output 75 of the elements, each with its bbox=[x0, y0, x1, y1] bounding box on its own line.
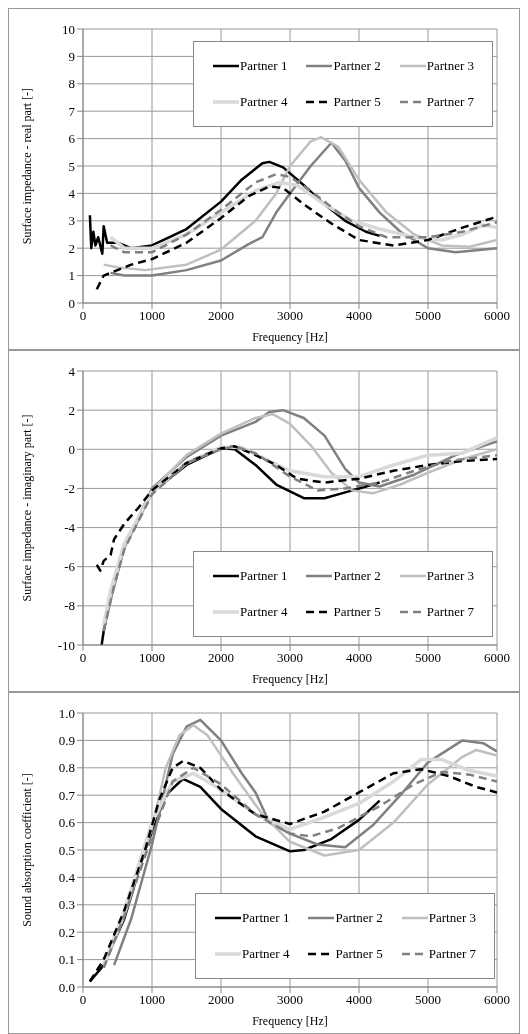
x-tick-label: 3000 bbox=[277, 308, 303, 324]
y-tick-label: 0.2 bbox=[58, 924, 75, 940]
x-axis-title: Frequency [Hz] bbox=[252, 672, 328, 686]
legend-label: Partner 7 bbox=[426, 94, 474, 110]
x-tick-label: 3000 bbox=[277, 992, 303, 1008]
legend-label: Partner 2 bbox=[335, 910, 383, 926]
x-tick-label: 4000 bbox=[346, 308, 372, 324]
x-tick-label: 5000 bbox=[415, 650, 441, 666]
x-tick-label: 0 bbox=[79, 650, 87, 666]
x-tick-label: 6000 bbox=[484, 308, 510, 324]
legend-label: Partner 3 bbox=[428, 910, 476, 926]
y-tick-label: 0.0 bbox=[58, 979, 75, 995]
legend-label: Partner 1 bbox=[242, 910, 290, 926]
legend-label: Partner 1 bbox=[240, 58, 288, 74]
y-tick-label: 0 bbox=[68, 441, 75, 457]
legend-label: Partner 5 bbox=[333, 94, 381, 110]
legend-label: Partner 2 bbox=[333, 58, 381, 74]
x-tick-label: 2000 bbox=[208, 992, 234, 1008]
y-tick-label: -2 bbox=[64, 481, 75, 497]
x-tick-label: 4000 bbox=[346, 650, 372, 666]
legend-label: Partner 3 bbox=[426, 58, 474, 74]
y-tick-label: 0.8 bbox=[58, 760, 75, 776]
y-tick-label: 0.6 bbox=[58, 815, 76, 831]
y-tick-label: 9 bbox=[68, 49, 75, 65]
y-tick-label: 0.4 bbox=[58, 870, 76, 886]
y-axis-title: Surface impedance - imaginary part [-] bbox=[20, 414, 35, 602]
x-tick-label: 3000 bbox=[277, 650, 303, 666]
y-tick-label: 0.1 bbox=[58, 952, 75, 968]
y-axis-title: Surface impedance - real part [-] bbox=[20, 87, 35, 245]
x-tick-label: 4000 bbox=[346, 992, 372, 1008]
x-tick-label: 5000 bbox=[415, 308, 441, 324]
y-tick-label: 1 bbox=[68, 268, 75, 284]
x-tick-label: 0 bbox=[79, 308, 87, 324]
y-tick-label: 7 bbox=[68, 103, 76, 119]
y-tick-label: 1.0 bbox=[58, 705, 75, 721]
y-tick-label: 0.3 bbox=[58, 897, 75, 913]
y-axis-title: Sound absorption coefficient [-] bbox=[20, 773, 35, 927]
y-tick-label: 4 bbox=[68, 186, 76, 202]
y-tick-label: -10 bbox=[57, 637, 75, 653]
y-tick-label: 5 bbox=[68, 158, 75, 174]
y-tick-label: 6 bbox=[68, 131, 76, 147]
legend-label: Partner 5 bbox=[335, 946, 383, 962]
x-tick-label: 2000 bbox=[208, 650, 234, 666]
legend-label: Partner 7 bbox=[428, 946, 476, 962]
y-tick-label: 0.7 bbox=[58, 787, 76, 803]
legend-label: Partner 7 bbox=[426, 604, 474, 620]
y-tick-label: 10 bbox=[62, 21, 75, 37]
y-tick-label: -4 bbox=[64, 520, 76, 536]
x-tick-label: 0 bbox=[79, 992, 87, 1008]
legend-label: Partner 4 bbox=[240, 94, 288, 110]
x-tick-label: 1000 bbox=[139, 992, 165, 1008]
x-tick-label: 5000 bbox=[415, 992, 441, 1008]
x-axis-title: Frequency [Hz] bbox=[252, 330, 328, 344]
legend-label: Partner 4 bbox=[240, 604, 288, 620]
y-tick-label: 2 bbox=[68, 240, 75, 256]
y-tick-label: 4 bbox=[68, 363, 76, 379]
y-tick-label: 8 bbox=[68, 76, 75, 92]
legend-label: Partner 3 bbox=[426, 568, 474, 584]
y-tick-label: -8 bbox=[64, 598, 75, 614]
x-tick-label: 6000 bbox=[484, 650, 510, 666]
y-tick-label: 0 bbox=[68, 295, 75, 311]
y-tick-label: 2 bbox=[68, 402, 75, 418]
legend-label: Partner 5 bbox=[333, 604, 381, 620]
x-tick-label: 2000 bbox=[208, 308, 234, 324]
x-tick-label: 1000 bbox=[139, 308, 165, 324]
x-axis-title: Frequency [Hz] bbox=[252, 1014, 328, 1028]
y-tick-label: 0.9 bbox=[58, 733, 75, 749]
y-tick-label: 0.5 bbox=[58, 842, 75, 858]
y-tick-label: -6 bbox=[64, 559, 76, 575]
x-tick-label: 6000 bbox=[484, 992, 510, 1008]
x-tick-label: 1000 bbox=[139, 650, 165, 666]
legend-label: Partner 2 bbox=[333, 568, 381, 584]
legend-label: Partner 1 bbox=[240, 568, 288, 584]
legend-label: Partner 4 bbox=[242, 946, 290, 962]
y-tick-label: 3 bbox=[68, 213, 75, 229]
